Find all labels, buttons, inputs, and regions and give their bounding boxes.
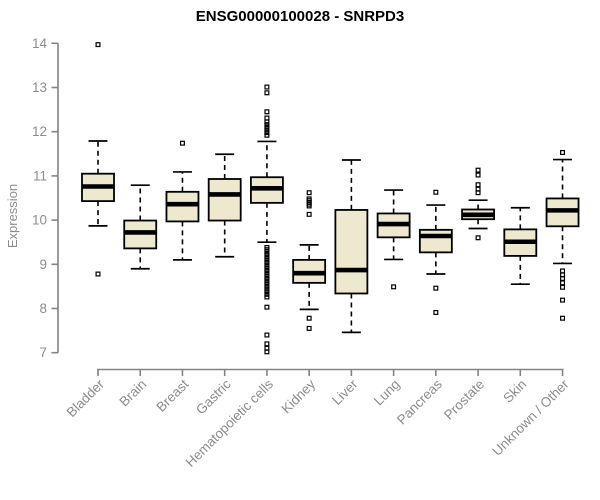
outlier-point [264, 291, 270, 297]
y-tick-label: 7 [39, 345, 47, 360]
x-tick-label: Skin [500, 377, 529, 406]
chart-title: ENSG00000100028 - SNRPD3 [195, 8, 405, 25]
outlier-point [264, 278, 270, 284]
outlier-point [264, 84, 270, 90]
outlier-point [264, 341, 270, 347]
y-tick-label: 8 [39, 301, 47, 316]
outlier-point [475, 172, 481, 178]
box-group-pancreas [418, 189, 453, 315]
outlier-point [433, 189, 439, 195]
outlier-point [475, 182, 481, 188]
outlier-point [475, 235, 481, 241]
outlier-point [475, 190, 481, 196]
box-group-lung [376, 189, 411, 290]
y-tick-label: 11 [33, 168, 47, 183]
outlier-point [433, 309, 439, 315]
box-group-gastric [207, 153, 242, 258]
x-tick-label: Liver [329, 376, 361, 408]
outlier-point [264, 332, 270, 338]
outlier-point [264, 265, 270, 271]
x-tick-label: Unknown / Other [489, 376, 572, 459]
box-group-skin [503, 206, 538, 286]
outlier-point [264, 115, 270, 121]
outlier-point [264, 289, 270, 295]
outlier-point [264, 127, 270, 133]
outlier-point [264, 109, 270, 115]
iqr-box [207, 178, 242, 222]
x-tick-label: Brain [116, 377, 149, 410]
outlier-point [560, 280, 566, 286]
box-group-bladder [81, 42, 115, 277]
outlier-point [264, 349, 270, 355]
outlier-point [264, 260, 270, 266]
outlier-point [264, 257, 270, 263]
outlier-point [560, 284, 566, 290]
box-group-hematopoietic-cells [250, 84, 284, 355]
outlier-point [264, 262, 270, 268]
outlier-point [264, 273, 270, 279]
outlier-point [264, 90, 270, 96]
box-group-kidney [292, 190, 327, 331]
outlier-point [264, 130, 270, 136]
outlier-point [560, 315, 566, 321]
outlier-point [264, 122, 270, 128]
box-group-breast [165, 140, 200, 261]
outlier-point [306, 190, 312, 196]
box-group-prostate [461, 167, 495, 241]
outlier-point [264, 252, 270, 258]
outlier-point [264, 249, 270, 255]
outlier-point [306, 325, 312, 331]
y-tick-label: 12 [32, 124, 47, 139]
x-tick-label: Breast [153, 376, 191, 414]
outlier-point [306, 315, 312, 321]
outlier-point [306, 211, 312, 217]
outlier-point [264, 254, 270, 260]
outlier-point [391, 284, 397, 290]
iqr-box [418, 228, 453, 254]
box-group-unknown-other [545, 149, 580, 321]
outlier-point [95, 42, 101, 48]
y-tick-label: 14 [32, 36, 48, 51]
outlier-point [264, 119, 270, 125]
outlier-point [264, 124, 270, 130]
x-tick-label: Bladder [64, 376, 108, 420]
outlier-point [264, 270, 270, 276]
outlier-point [264, 304, 270, 310]
iqr-box [334, 209, 369, 295]
y-tick-label: 13 [32, 80, 47, 95]
outlier-point [306, 203, 312, 209]
outlier-point [179, 140, 185, 146]
y-tick-label: 10 [32, 213, 47, 228]
outlier-point [264, 275, 270, 281]
outlier-point [264, 132, 270, 138]
outlier-point [264, 267, 270, 273]
outlier-point [560, 275, 566, 281]
outlier-point [560, 149, 566, 155]
outlier-point [95, 271, 101, 277]
box-group-liver [334, 159, 369, 334]
outlier-point [475, 167, 481, 173]
x-tick-label: Pancreas [394, 376, 445, 427]
outlier-point [264, 283, 270, 289]
outlier-point [264, 286, 270, 292]
iqr-box [165, 190, 200, 223]
x-tick-label: Lung [371, 377, 403, 409]
y-tick-label: 9 [39, 257, 47, 272]
x-tick-label: Gastric [193, 376, 234, 417]
outlier-point [264, 281, 270, 287]
outlier-point [560, 297, 566, 303]
x-tick-label: Kidney [278, 376, 318, 416]
outlier-point [560, 268, 566, 274]
x-tick-label: Prostate [441, 377, 487, 423]
outlier-point [433, 285, 439, 291]
box-group-brain [123, 184, 158, 270]
outlier-point [264, 294, 270, 300]
